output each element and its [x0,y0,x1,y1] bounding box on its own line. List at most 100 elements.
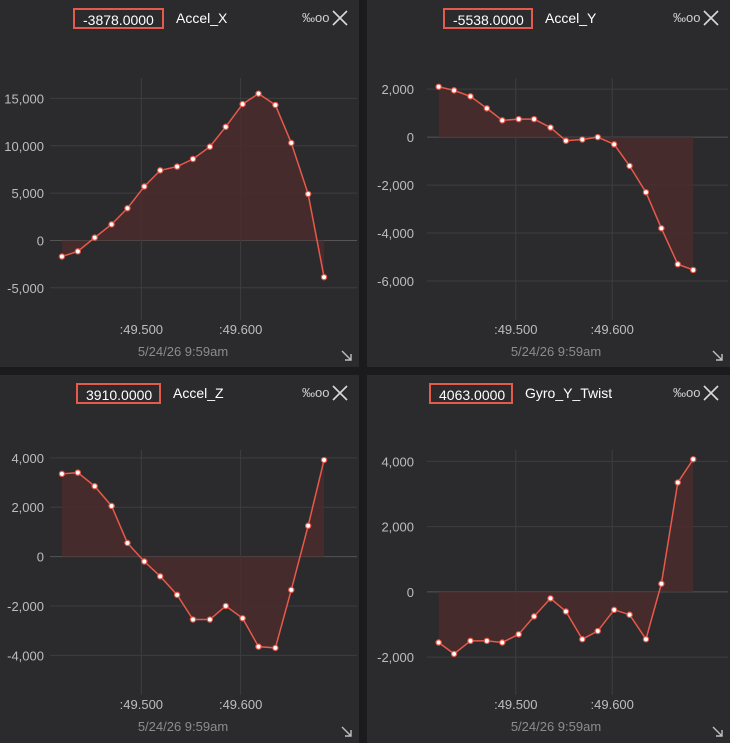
data-point [579,136,586,143]
data-point [157,573,164,580]
y-tick-label: -6,000 [377,274,414,289]
y-tick-label: 5,000 [11,186,44,201]
data-point [530,613,538,620]
data-point [515,115,522,123]
data-point [467,637,474,645]
chart-panel-accel-x: -3878.0000 Accel_X ‰oo -5,000 0 5,000 10,000 15… [0,0,359,367]
y-tick-label: 2,000 [11,500,44,515]
resize-arrow-icon[interactable] [341,725,353,737]
chart-svg: -5,000 0 5,000 10,000 15,000:49.500:49.600 5/… [4,78,357,359]
data-point [626,162,633,170]
data-point [435,83,442,90]
data-point [674,261,681,268]
resize-arrow-icon[interactable] [712,349,724,361]
data-point [562,137,570,144]
x-tick-label: :49.500 [494,322,537,337]
y-tick-label: -2,000 [7,599,44,614]
data-point [435,639,442,646]
data-point [255,90,262,97]
x-tick-label: :49.500 [120,322,163,337]
series-area-fill [61,460,325,648]
data-point [255,643,262,650]
data-point [690,266,697,274]
data-point [320,456,328,464]
data-point [610,606,618,614]
data-point [547,595,554,602]
data-point [483,105,491,112]
data-point [450,87,458,94]
data-point [499,639,506,646]
data-point [173,163,181,170]
chart-panel-gyro-y-twist: 4063.0000 Gyro_Y_Twist ‰oo -2,000 0 2,000 4,00… [367,375,730,743]
y-tick-label: -4,000 [7,648,44,663]
data-point [547,124,554,131]
data-point [91,483,98,490]
data-point [222,123,229,131]
channel-name: Accel_Z [173,385,224,401]
y-tick-label: 4,000 [11,451,44,466]
data-point [288,586,295,594]
data-point [483,637,491,645]
y-tick-label: -4,000 [377,226,414,241]
data-point [91,234,98,241]
data-point [642,189,650,196]
chart-svg: -4,000 -2,000 0 2,000 4,000:49.500:49.600 5/2… [7,450,357,734]
data-point [124,205,131,212]
chart-panel-accel-z: 3910.0000 Accel_Z ‰oo -4,000 -2,000 0 2,000 4,0… [0,375,359,743]
channel-name: Gyro_Y_Twist [525,385,613,401]
close-icon[interactable] [331,9,349,27]
current-value-readout: 3910.0000 [76,383,161,404]
y-tick-label: 0 [37,233,44,248]
x-tick-label: :49.600 [219,697,262,712]
data-point [141,183,148,190]
data-point [157,167,164,174]
resize-arrow-icon[interactable] [341,349,353,361]
y-tick-label: 0 [37,550,44,565]
data-point [594,627,601,635]
data-point [610,141,618,148]
data-point [239,615,246,622]
close-icon[interactable] [702,384,720,402]
data-point [304,522,312,529]
per-mille-icon[interactable]: ‰oo [302,385,330,400]
y-tick-label: 0 [407,585,414,600]
data-point [58,470,66,478]
data-point [579,636,586,643]
data-point [141,558,148,565]
y-tick-label: -2,000 [377,650,414,665]
current-value-readout: -3878.0000 [73,8,164,29]
x-axis-date-label: 5/24/26 9:59am [138,719,228,734]
channel-name: Accel_Y [545,10,597,26]
series-area-fill [438,459,694,654]
x-axis-date-label: 5/24/26 9:59am [138,344,228,359]
x-tick-label: :49.600 [219,322,262,337]
data-point [206,616,214,623]
resize-arrow-icon[interactable] [712,725,724,737]
data-point [304,190,312,198]
data-point [562,608,570,615]
close-icon[interactable] [331,384,349,402]
data-point [450,650,458,658]
per-mille-icon[interactable]: ‰oo [302,10,330,25]
y-tick-label: 15,000 [4,91,44,106]
series-area-fill [61,93,325,278]
data-point [58,253,66,260]
x-axis-date-label: 5/24/26 9:59am [511,719,601,734]
data-point [288,139,295,147]
data-point [239,100,246,108]
chart-svg: -2,000 0 2,000 4,000:49.500:49.600 5/24/26 9… [377,450,728,734]
data-point [74,248,82,255]
x-tick-label: :49.600 [591,697,634,712]
close-icon[interactable] [702,9,720,27]
data-point [626,611,633,618]
per-mille-icon[interactable]: ‰oo [673,10,701,25]
per-mille-icon[interactable]: ‰oo [673,385,701,400]
data-point [658,225,665,232]
current-value-readout: 4063.0000 [429,383,513,404]
x-tick-label: :49.500 [494,697,537,712]
data-point [499,117,506,124]
data-point [594,133,601,141]
data-point [467,93,474,100]
x-axis-date-label: 5/24/26 9:59am [511,344,601,359]
data-point [222,602,229,610]
